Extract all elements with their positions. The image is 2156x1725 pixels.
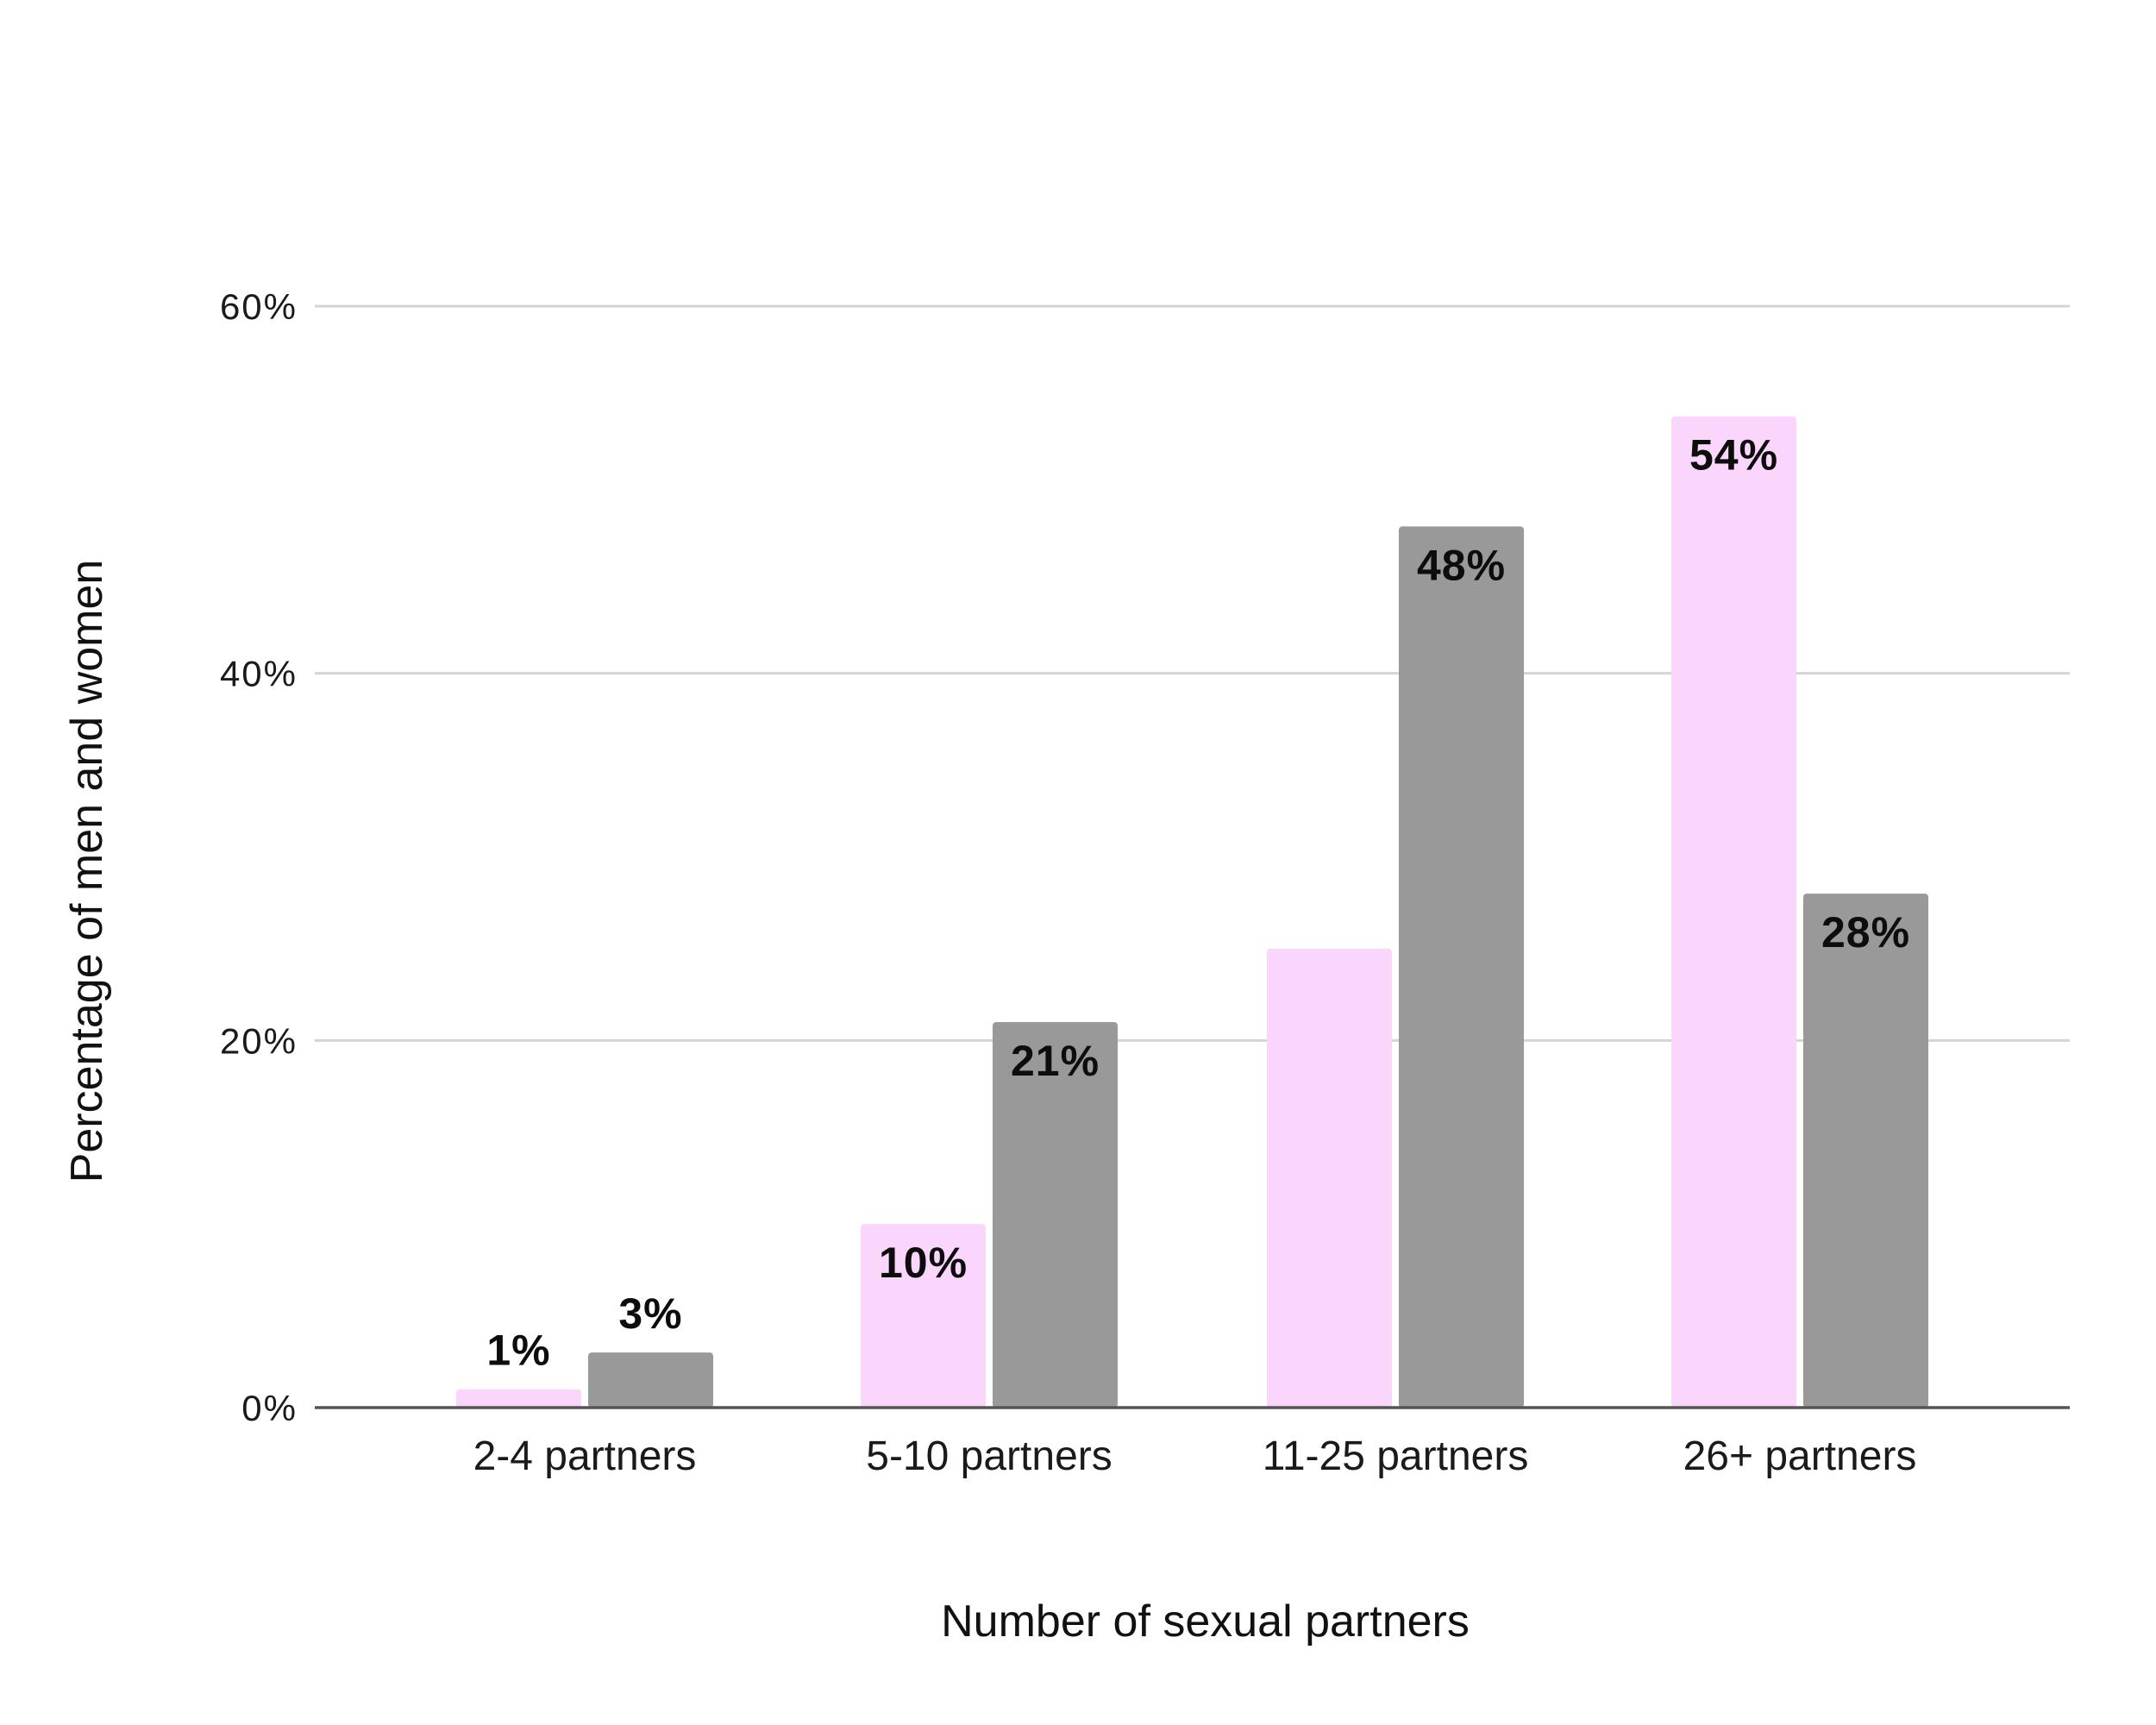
x-tick-label: 2-4 partners: [473, 1433, 697, 1479]
bar: [1399, 526, 1524, 1408]
x-axis-ticks: 2-4 partners 5-10 partners 11-25 partners 2…: [473, 1433, 1917, 1479]
data-label: 3%: [618, 1289, 682, 1338]
data-labels: 1% 3% 10% 21% 48% 54% 28%: [486, 431, 1910, 1375]
data-label: 21%: [1011, 1037, 1100, 1085]
y-axis-title: Percentage of men and women: [62, 560, 112, 1183]
bar: [588, 1352, 713, 1408]
x-axis-title: Number of sexual partners: [941, 1596, 1470, 1647]
bars: [456, 416, 1928, 1408]
x-tick-label: 11-25 partners: [1263, 1433, 1529, 1479]
bar: [456, 1389, 581, 1408]
bar: [1267, 948, 1392, 1408]
bar: [861, 1224, 986, 1408]
data-label: 10%: [879, 1239, 968, 1287]
y-tick-label: 20%: [220, 1020, 298, 1061]
y-tick-label: 0%: [241, 1388, 298, 1428]
x-tick-label: 5-10 partners: [866, 1433, 1112, 1479]
bar: [1671, 416, 1796, 1408]
bar: [1803, 894, 1928, 1408]
x-tick-label: 26+ partners: [1683, 1433, 1917, 1479]
data-label: 48%: [1417, 541, 1506, 589]
data-label: 1%: [486, 1327, 550, 1375]
y-tick-label: 40%: [220, 654, 298, 694]
data-label: 28%: [1821, 908, 1910, 957]
data-label: 54%: [1689, 431, 1778, 480]
bar: [993, 1022, 1118, 1408]
y-tick-label: 60%: [220, 286, 298, 327]
y-axis-ticks: 0% 20% 40% 60%: [220, 286, 298, 1428]
